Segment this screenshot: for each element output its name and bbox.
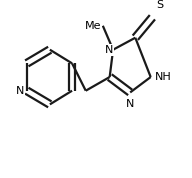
Text: NH: NH (155, 72, 172, 82)
Text: N: N (105, 45, 113, 55)
Text: S: S (157, 0, 164, 10)
Text: N: N (16, 86, 24, 96)
Text: Me: Me (85, 21, 101, 31)
Text: N: N (126, 99, 134, 109)
